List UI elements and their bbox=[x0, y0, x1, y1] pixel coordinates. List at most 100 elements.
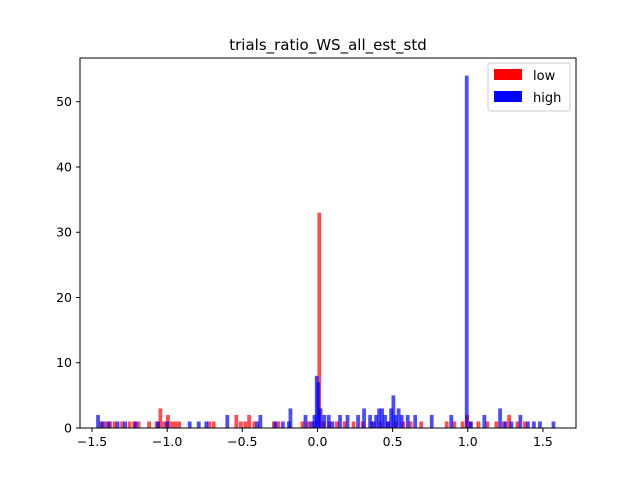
bar-high-15 bbox=[281, 421, 285, 428]
plot-area bbox=[80, 58, 576, 428]
bar-low-24 bbox=[276, 421, 281, 428]
bar-high-7 bbox=[165, 421, 170, 428]
bar-high-40 bbox=[393, 414, 398, 428]
bar-low-49 bbox=[494, 421, 499, 428]
bar-low-16 bbox=[207, 421, 212, 428]
bar-high-20 bbox=[312, 414, 317, 428]
bar-high-33 bbox=[374, 414, 378, 428]
bar-high-38 bbox=[389, 408, 394, 428]
x-tick-label: −0.5 bbox=[227, 434, 257, 449]
bar-high-22 bbox=[316, 382, 321, 428]
bar-high-30 bbox=[362, 408, 366, 428]
bar-high-0 bbox=[96, 414, 100, 428]
x-tick-label: 1.0 bbox=[458, 434, 478, 449]
bar-high-25 bbox=[326, 414, 331, 428]
bar-high-26 bbox=[330, 421, 335, 428]
bar-high-27 bbox=[338, 414, 342, 428]
y-tick-label: 50 bbox=[56, 94, 72, 109]
bar-low-4 bbox=[120, 421, 124, 428]
legend-label-high: high bbox=[533, 91, 561, 106]
bar-low-43 bbox=[452, 421, 457, 428]
bar-high-52 bbox=[509, 421, 514, 428]
bar-high-42 bbox=[399, 414, 404, 428]
legend: low high bbox=[487, 62, 571, 112]
bar-low-22 bbox=[252, 421, 257, 428]
bar-high-35 bbox=[380, 408, 384, 428]
bar-high-28 bbox=[345, 414, 350, 428]
bar-high-19 bbox=[309, 421, 314, 428]
bar-low-10 bbox=[158, 408, 163, 428]
x-tick-label: −1.5 bbox=[77, 434, 107, 449]
bar-high-54 bbox=[526, 421, 530, 428]
bar-high-6 bbox=[156, 421, 161, 428]
bars-layer bbox=[96, 75, 556, 429]
bar-high-44 bbox=[413, 414, 418, 428]
bar-low-32 bbox=[342, 421, 347, 428]
bar-low-20 bbox=[243, 421, 248, 428]
x-tick-label: 1.5 bbox=[533, 434, 553, 449]
bar-high-23 bbox=[318, 408, 323, 428]
bar-high-5 bbox=[133, 421, 138, 428]
bar-high-50 bbox=[498, 408, 502, 428]
bar-high-56 bbox=[538, 421, 542, 428]
bar-low-7 bbox=[136, 421, 141, 428]
bar-high-32 bbox=[371, 421, 376, 428]
bar-high-49 bbox=[482, 414, 487, 428]
bar-high-24 bbox=[322, 414, 327, 428]
bar-low-44 bbox=[460, 421, 465, 428]
y-axis: 0 10 20 30 40 50 bbox=[56, 94, 80, 436]
y-tick-label: 10 bbox=[56, 355, 72, 370]
bar-low-41 bbox=[419, 421, 424, 428]
bar-high-48 bbox=[468, 421, 473, 428]
bar-low-21 bbox=[247, 414, 251, 428]
bar-low-17 bbox=[211, 421, 216, 428]
bar-low-3 bbox=[112, 421, 117, 428]
bar-high-37 bbox=[386, 421, 390, 428]
bar-high-36 bbox=[383, 414, 387, 428]
bar-high-31 bbox=[368, 414, 372, 428]
y-tick-label: 30 bbox=[56, 225, 72, 240]
bar-high-41 bbox=[396, 408, 401, 428]
bar-high-45 bbox=[429, 414, 434, 428]
bar-low-47 bbox=[476, 421, 481, 428]
bar-low-11 bbox=[162, 421, 167, 428]
bar-high-17 bbox=[288, 408, 293, 428]
bar-high-18 bbox=[303, 414, 308, 428]
bar-high-12 bbox=[255, 421, 260, 428]
x-axis: −1.5 −1.0 −0.5 0.0 0.5 1.0 1.5 bbox=[77, 428, 553, 449]
bar-low-1 bbox=[103, 421, 108, 428]
bar-low-48 bbox=[485, 421, 490, 428]
bar-low-19 bbox=[238, 421, 243, 428]
y-tick-label: 20 bbox=[56, 290, 72, 305]
chart-title: trials_ratio_WS_all_est_std bbox=[229, 36, 427, 55]
x-tick-label: 0.0 bbox=[308, 434, 328, 449]
bar-high-29 bbox=[356, 414, 360, 428]
bar-high-51 bbox=[503, 421, 508, 428]
bar-high-14 bbox=[273, 421, 278, 428]
bar-high-1 bbox=[100, 421, 105, 428]
bar-high-47 bbox=[464, 75, 469, 429]
bar-low-52 bbox=[515, 421, 520, 428]
bar-high-10 bbox=[204, 421, 209, 428]
bar-high-39 bbox=[391, 395, 396, 428]
bar-high-53 bbox=[518, 414, 523, 428]
bar-high-4 bbox=[123, 421, 127, 428]
bar-high-8 bbox=[187, 421, 192, 428]
bar-low-42 bbox=[444, 421, 449, 428]
bar-low-15 bbox=[177, 421, 182, 428]
bar-low-14 bbox=[173, 421, 178, 428]
bar-low-53 bbox=[523, 421, 527, 428]
bar-low-33 bbox=[351, 421, 356, 428]
bar-low-26 bbox=[306, 421, 311, 428]
x-tick-label: 0.5 bbox=[383, 434, 403, 449]
bar-high-43 bbox=[405, 414, 410, 428]
bar-low-28 bbox=[317, 212, 322, 428]
bar-low-8 bbox=[147, 421, 152, 428]
bar-high-46 bbox=[449, 414, 454, 428]
bar-high-55 bbox=[532, 421, 536, 428]
bar-low-13 bbox=[169, 421, 174, 428]
bar-low-5 bbox=[127, 421, 132, 428]
bar-low-18 bbox=[234, 414, 239, 428]
plot-frame bbox=[79, 57, 577, 429]
